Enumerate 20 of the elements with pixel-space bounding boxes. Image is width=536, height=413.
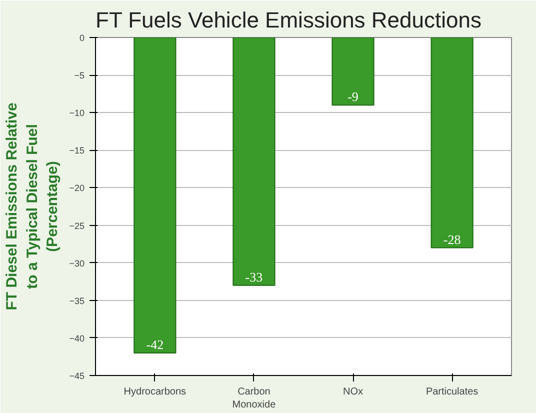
chart-title: FT Fuels Vehicle Emissions Reductions — [96, 8, 482, 32]
y-tick-label: −10 — [69, 108, 85, 118]
x-tick-label: Hydrocarbons — [124, 386, 186, 398]
y-tick-label: −15 — [69, 146, 85, 156]
data-label: -9 — [348, 89, 358, 104]
y-axis-title: FT Diesel Emissions Relative to a Typical Diesel Fuel (Percentage) — [3, 102, 62, 310]
y-tick-label: −35 — [69, 296, 85, 306]
y-tick-label: −5 — [74, 70, 85, 81]
y-tick-label: −45 — [69, 371, 85, 381]
y-tick-label: −30 — [69, 258, 85, 268]
y-tick-label: −25 — [69, 220, 85, 231]
x-tick-label: Particulates — [426, 386, 478, 398]
y-tick-label: 0 — [79, 33, 85, 43]
data-label: -28 — [443, 232, 461, 247]
y-tick-label: −40 — [69, 333, 85, 344]
x-tick-label: NOx — [343, 386, 364, 398]
y-tick-label: −20 — [69, 183, 85, 194]
x-tick-label: Carbon Monoxide — [232, 386, 276, 411]
data-label: -33 — [245, 269, 263, 284]
data-label: -42 — [146, 336, 164, 352]
